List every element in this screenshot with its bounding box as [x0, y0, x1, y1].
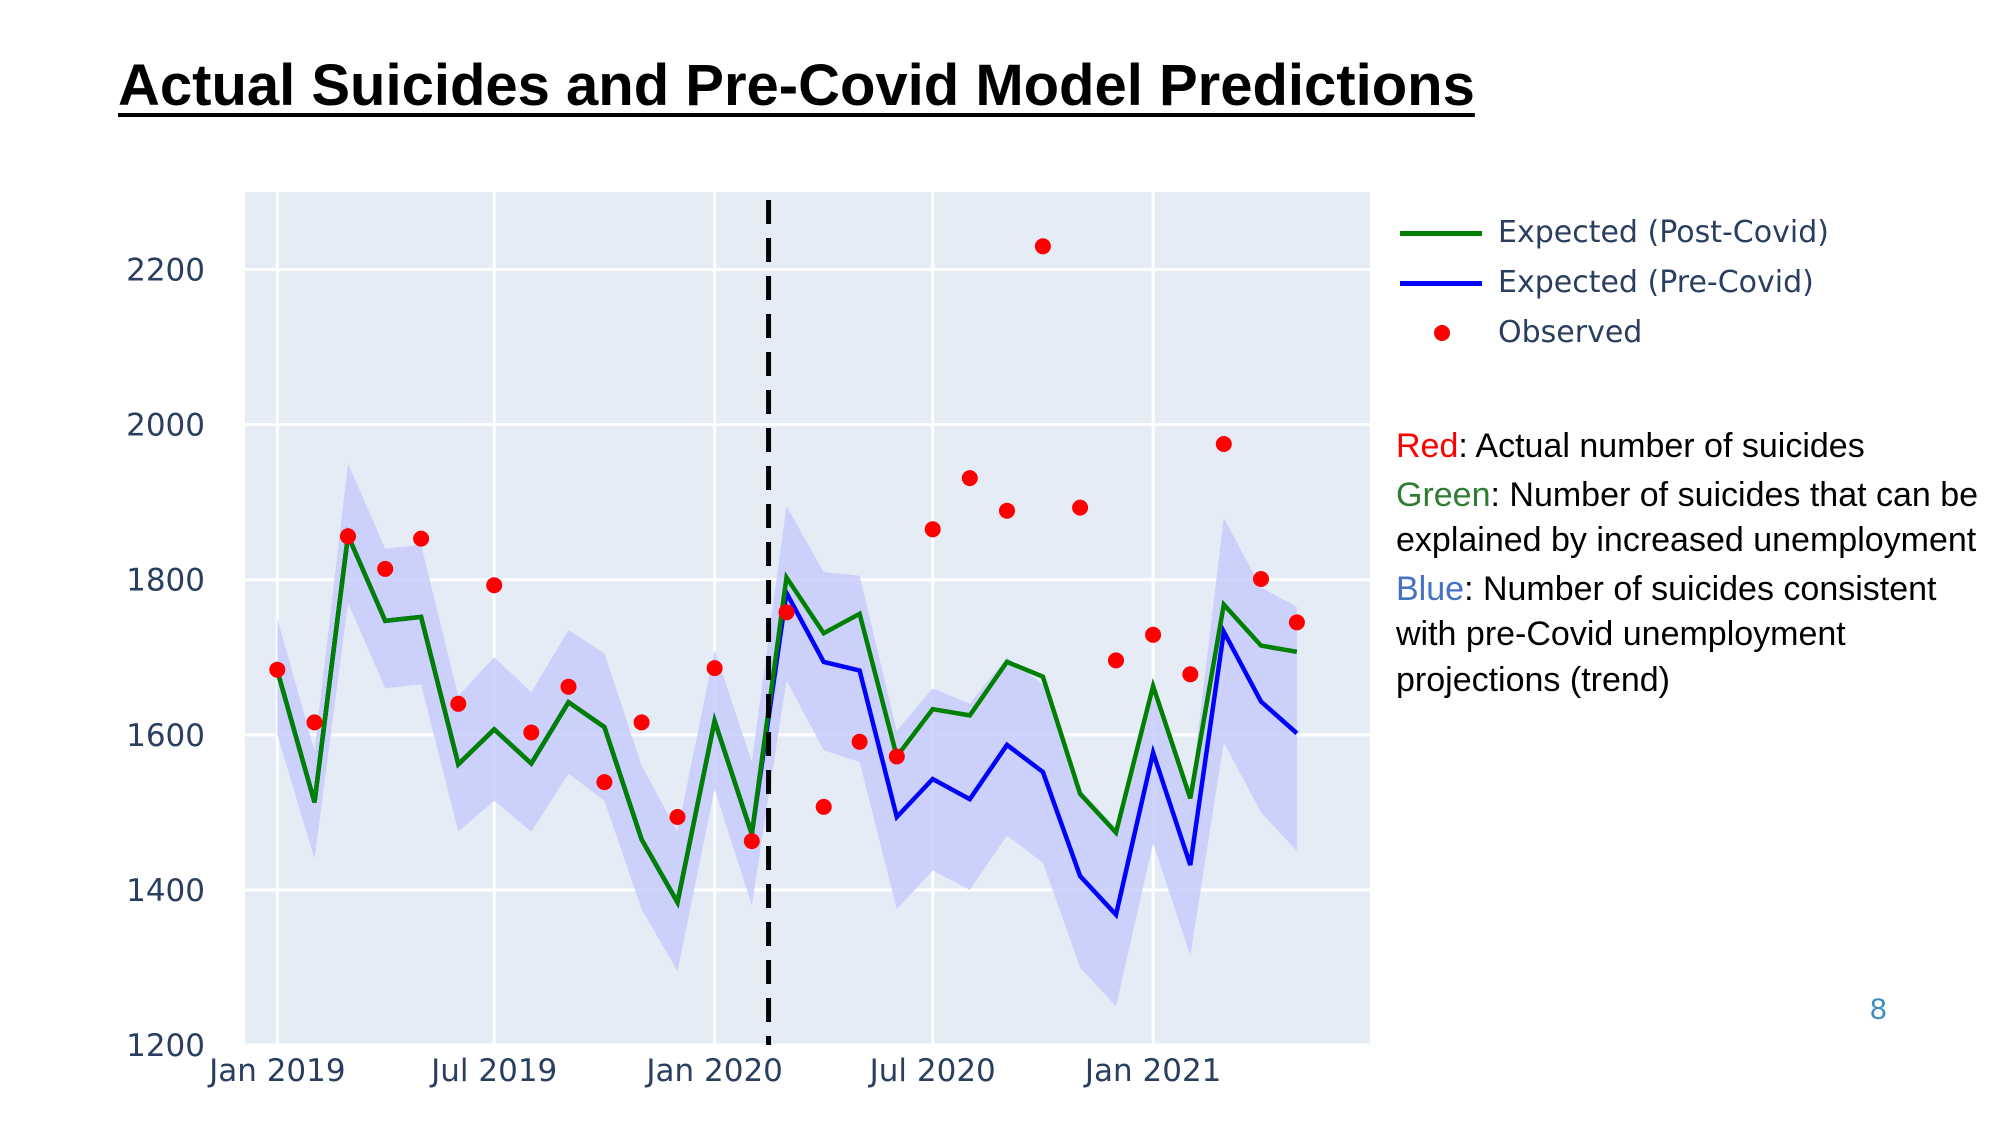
- explanation-key-green: Green: [1396, 475, 1491, 514]
- y-tick-label: 1400: [126, 873, 205, 909]
- observed-points: [269, 238, 1305, 850]
- legend-item-post-covid[interactable]: Expected (Post-Covid): [1400, 208, 1829, 258]
- observed-point: [486, 577, 503, 594]
- observed-point: [669, 809, 686, 825]
- explanation-text: Red: Actual number of suicides Green: Nu…: [1396, 424, 1996, 703]
- legend-item-pre-covid[interactable]: Expected (Pre-Covid): [1400, 258, 1829, 308]
- observed-point: [340, 528, 356, 545]
- explanation-key-blue: Blue: [1396, 569, 1465, 608]
- observed-point: [851, 733, 868, 750]
- observed-point: [596, 774, 613, 791]
- legend-swatch-red-dot: [1434, 325, 1450, 341]
- y-tick-label: 2200: [126, 253, 205, 289]
- legend-label: Expected (Pre-Covid): [1498, 265, 1814, 300]
- y-tick-label: 1600: [126, 718, 205, 754]
- y-tick-label: 1800: [126, 563, 205, 599]
- observed-point: [633, 714, 650, 731]
- observed-point: [377, 560, 394, 577]
- x-tick-label: Jan 2021: [1083, 1053, 1222, 1089]
- legend: Expected (Post-Covid) Expected (Pre-Covi…: [1400, 208, 1829, 358]
- legend-swatch-blue-line: [1400, 281, 1482, 286]
- observed-point: [888, 748, 905, 765]
- legend-label: Observed: [1498, 315, 1643, 350]
- observed-point: [778, 604, 795, 621]
- observed-point: [706, 660, 723, 677]
- observed-point: [815, 798, 832, 815]
- page-number: 8: [1870, 993, 1887, 1026]
- observed-point: [1182, 666, 1199, 683]
- y-tick-label: 2000: [126, 408, 205, 444]
- explanation-text-blue: : Number of suicides consistent with pre…: [1396, 569, 1937, 699]
- prediction-interval-band: [277, 463, 1297, 1007]
- observed-point: [1253, 571, 1269, 587]
- observed-point: [1072, 499, 1089, 516]
- observed-point: [413, 530, 430, 547]
- series-lines: [275, 527, 1299, 920]
- legend-swatch-green-line: [1400, 231, 1482, 236]
- x-tick-label: Jan 2019: [207, 1053, 346, 1089]
- explanation-text-green: : Number of suicides that can be explain…: [1396, 475, 1979, 560]
- y-axis-ticks: 1200 1400 1600 1800 2000 2200: [126, 253, 205, 1064]
- x-tick-label: Jul 2019: [429, 1053, 557, 1089]
- x-tick-label: Jul 2020: [868, 1053, 996, 1089]
- series-line-expected-post-covid: [275, 527, 1298, 909]
- observed-point: [743, 833, 760, 850]
- observed-point: [924, 521, 941, 538]
- observed-point: [999, 502, 1015, 519]
- observed-point: [523, 724, 540, 741]
- explanation-red: Red: Actual number of suicides: [1396, 424, 1996, 470]
- y-tick-label: 1200: [126, 1028, 205, 1064]
- explanation-green: Green: Number of suicides that can be ex…: [1396, 473, 1996, 564]
- legend-item-observed[interactable]: Observed: [1400, 308, 1829, 358]
- explanation-text-red: : Actual number of suicides: [1458, 427, 1865, 465]
- observed-point: [1215, 436, 1232, 452]
- observed-point: [961, 470, 978, 487]
- legend-label: Expected (Post-Covid): [1498, 215, 1829, 250]
- confidence-bands: [277, 463, 1297, 1007]
- observed-point: [560, 678, 577, 695]
- explanation-blue: Blue: Number of suicides consistent with…: [1396, 567, 1996, 704]
- x-axis-ticks: Jan 2019 Jul 2019 Jan 2020 Jul 2020 Jan 2021: [207, 1053, 1221, 1089]
- explanation-key-red: Red: [1396, 427, 1459, 465]
- observed-point: [269, 661, 286, 678]
- observed-point: [450, 695, 467, 712]
- x-tick-label: Jan 2020: [644, 1053, 783, 1089]
- observed-point: [1034, 238, 1051, 255]
- slide-title: Actual Suicides and Pre-Covid Model Pred…: [118, 53, 1475, 118]
- observed-point: [1145, 626, 1162, 643]
- observed-point: [1108, 652, 1124, 669]
- observed-point: [1288, 614, 1305, 631]
- observed-point: [306, 714, 323, 731]
